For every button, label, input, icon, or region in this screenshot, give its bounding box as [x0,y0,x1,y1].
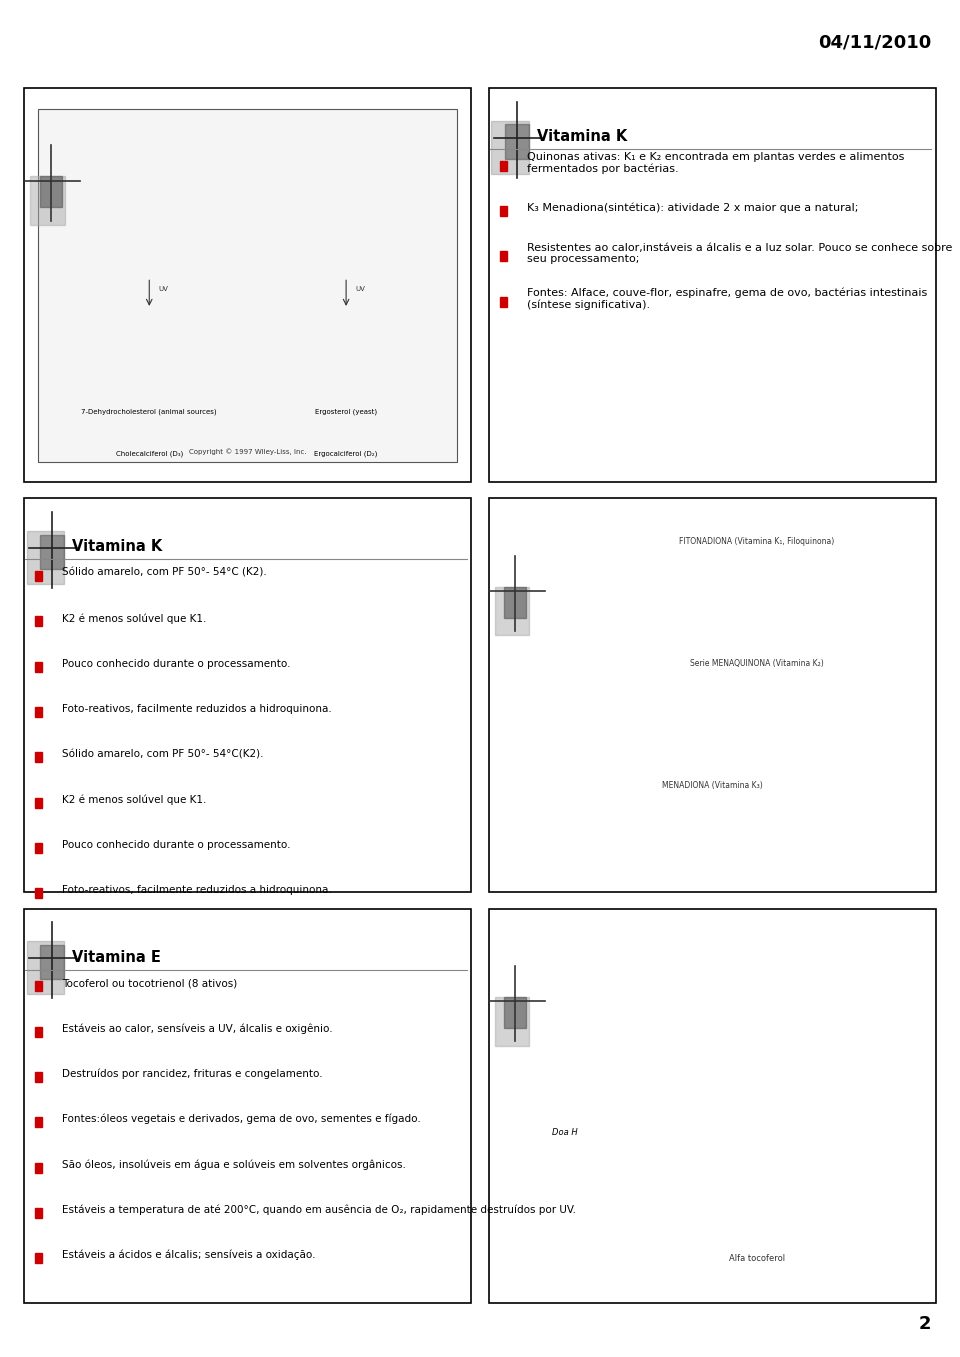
Bar [36,662,42,672]
Bar [36,1253,42,1263]
Text: Fontes:óleos vegetais e derivados, gema de ovo, sementes e fígado.: Fontes:óleos vegetais e derivados, gema … [62,1114,420,1125]
Text: Quinonas ativas: K₁ e K₂ encontrada em plantas verdes e alimentos fermentados po: Quinonas ativas: K₁ e K₂ encontrada em p… [527,152,904,174]
Bar [36,981,42,992]
Text: Estáveis a ácidos e álcalis; sensíveis a oxidação.: Estáveis a ácidos e álcalis; sensíveis a… [62,1250,316,1261]
Text: Vitamina K: Vitamina K [537,129,627,144]
Bar [36,1208,42,1219]
Bar [36,889,42,898]
Bar [36,843,42,854]
Bar [40,944,64,978]
Bar [495,997,529,1046]
Bar [39,176,61,208]
Text: K₃ Menadiona(sintética): atividade 2 x maior que a natural;: K₃ Menadiona(sintética): atividade 2 x m… [527,202,858,213]
Text: 7-Dehydrocholesterol (animal sources): 7-Dehydrocholesterol (animal sources) [82,408,217,415]
Bar [40,535,64,569]
Bar [36,752,42,763]
Bar [31,176,64,225]
Text: Copyright © 1997 Wiley-Liss, Inc.: Copyright © 1997 Wiley-Liss, Inc. [189,448,306,455]
Bar [36,1027,42,1037]
Text: Destruídos por rancidez, frituras e congelamento.: Destruídos por rancidez, frituras e cong… [62,1068,323,1079]
Bar [500,160,507,171]
Bar [36,571,42,581]
Text: Pouco conhecido durante o processamento.: Pouco conhecido durante o processamento. [62,840,291,849]
Text: UV: UV [158,286,168,292]
Bar [24,88,471,482]
Bar [500,206,507,216]
Bar [500,251,507,262]
Text: Pouco conhecido durante o processamento.: Pouco conhecido durante o processamento. [62,658,291,669]
Text: FITONADIONA (Vitamina K₁, Filoquinona): FITONADIONA (Vitamina K₁, Filoquinona) [680,537,834,546]
Bar [500,297,507,307]
Bar [27,942,64,995]
Text: Vitamina E: Vitamina E [72,950,161,965]
Text: Foto-reativos, facilmente reduzidos a hidroquinona.: Foto-reativos, facilmente reduzidos a hi… [62,704,332,714]
Bar [489,498,936,893]
Bar [36,1072,42,1082]
Text: Foto-reativos, facilmente reduzidos a hidroquinona.: Foto-reativos, facilmente reduzidos a hi… [62,885,332,896]
Bar [24,498,471,893]
Text: Alfa tocoferol: Alfa tocoferol [729,1254,785,1263]
Text: Ergosterol (yeast): Ergosterol (yeast) [315,408,377,415]
Bar [36,616,42,627]
Text: Sólido amarelo, com PF 50°- 54°C(K2).: Sólido amarelo, com PF 50°- 54°C(K2). [62,749,264,759]
Text: Ergocalciferol (D₂): Ergocalciferol (D₂) [315,451,378,456]
Bar [27,531,64,584]
Text: K2 é menos solúvel que K1.: K2 é menos solúvel que K1. [62,794,206,805]
Text: Fontes: Alface, couve-flor, espinafre, gema de ovo, bactérias intestinais (sínte: Fontes: Alface, couve-flor, espinafre, g… [527,288,927,309]
Text: Vitamina K: Vitamina K [72,539,162,554]
Bar [36,1163,42,1172]
Text: Cholecalciferol (D₃): Cholecalciferol (D₃) [115,451,183,456]
Bar [489,88,936,482]
Bar [504,586,526,617]
Bar [24,909,471,1303]
Bar [36,798,42,807]
Text: Estáveis a temperatura de até 200°C, quando em ausência de O₂, rapidamente destr: Estáveis a temperatura de até 200°C, qua… [62,1205,576,1215]
Text: Serie MENAQUINONA (Vitamina K₂): Serie MENAQUINONA (Vitamina K₂) [690,660,824,668]
Bar [495,586,529,635]
Bar [489,909,936,1303]
Text: São óleos, insolúveis em água e solúveis em solventes orgânicos.: São óleos, insolúveis em água e solúveis… [62,1159,406,1170]
Text: Sólido amarelo, com PF 50°- 54°C (K2).: Sólido amarelo, com PF 50°- 54°C (K2). [62,569,267,578]
Text: Tocoferol ou tocotrienol (8 ativos): Tocoferol ou tocotrienol (8 ativos) [62,978,237,988]
Text: UV: UV [355,286,365,292]
Text: K2 é menos solúvel que K1.: K2 é menos solúvel que K1. [62,613,206,623]
Bar [38,109,457,461]
Text: MENADIONA (Vitamina K₃): MENADIONA (Vitamina K₃) [662,782,762,790]
Text: Doa H: Doa H [552,1128,578,1137]
Bar [36,1117,42,1128]
Bar [492,121,529,174]
Text: Resistentes ao calor,instáveis a álcalis e a luz solar. Pouco se conhece sobre s: Resistentes ao calor,instáveis a álcalis… [527,243,952,265]
Bar [36,707,42,716]
Text: Estáveis ao calor, sensíveis a UV, álcalis e oxigênio.: Estáveis ao calor, sensíveis a UV, álcal… [62,1023,333,1034]
Text: 04/11/2010: 04/11/2010 [818,34,931,52]
Bar [505,125,529,159]
Bar [504,997,526,1027]
Text: 2: 2 [919,1315,931,1333]
